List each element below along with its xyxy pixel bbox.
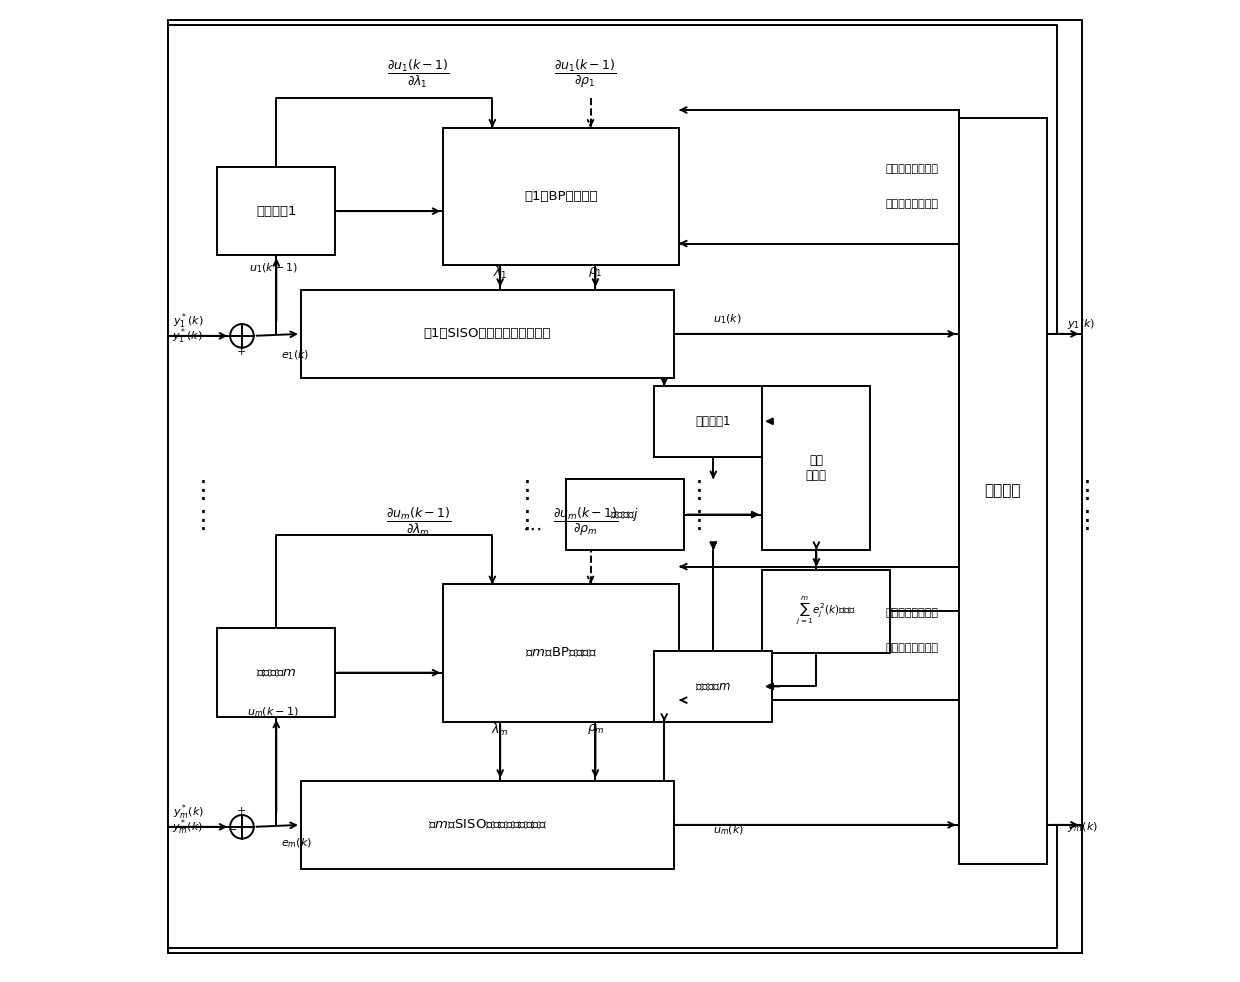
- Bar: [217, 628, 335, 717]
- Bar: [763, 570, 890, 653]
- Text: $\cdots$: $\cdots$: [522, 518, 541, 538]
- Text: 梯度信息$j$: 梯度信息$j$: [610, 506, 640, 523]
- Bar: [655, 651, 773, 722]
- Text: $\dfrac{\partial u_m(k-1)}{\partial \lambda_m}$: $\dfrac{\partial u_m(k-1)}{\partial \lam…: [386, 507, 451, 538]
- Text: $\vdots$: $\vdots$: [686, 509, 702, 532]
- Bar: [443, 128, 680, 265]
- Text: $y_m(k)$: $y_m(k)$: [1066, 820, 1097, 834]
- Text: 更新输出层权系数: 更新输出层权系数: [885, 199, 939, 209]
- Text: $\dfrac{\partial u_1(k-1)}{\partial \rho_1}$: $\dfrac{\partial u_1(k-1)}{\partial \rho…: [554, 58, 618, 89]
- Text: $\dfrac{\partial u_m(k-1)}{\partial \rho_m}$: $\dfrac{\partial u_m(k-1)}{\partial \rho…: [553, 507, 619, 538]
- Text: $u_m(k)$: $u_m(k)$: [713, 823, 744, 837]
- Text: $e_m(k)$: $e_m(k)$: [281, 837, 312, 850]
- Text: $\vdots$: $\vdots$: [513, 509, 529, 532]
- Text: $y_m^*(k)$: $y_m^*(k)$: [172, 817, 203, 837]
- Text: 梯度信息1: 梯度信息1: [696, 414, 732, 428]
- Text: $-$: $-$: [227, 330, 238, 340]
- Text: 更新隐含层权系数: 更新隐含层权系数: [885, 164, 939, 174]
- Text: $\sum_{j=1}^{m}e_j^2(k)$最小化: $\sum_{j=1}^{m}e_j^2(k)$最小化: [796, 595, 857, 627]
- Bar: [301, 781, 675, 869]
- Text: $e_1(k)$: $e_1(k)$: [281, 349, 310, 362]
- Text: $-$: $-$: [227, 823, 238, 833]
- Text: $+$: $+$: [236, 805, 246, 816]
- Text: $y_1^*(k)$: $y_1^*(k)$: [172, 326, 203, 346]
- Text: $\rho_m$: $\rho_m$: [587, 722, 604, 736]
- Text: 偏导信息1: 偏导信息1: [255, 204, 296, 218]
- Text: $\vdots$: $\vdots$: [686, 479, 702, 503]
- Bar: [959, 118, 1047, 864]
- Text: $\rho_1$: $\rho_1$: [588, 265, 603, 279]
- Text: $\vdots$: $\vdots$: [513, 479, 529, 503]
- Text: 更新隐含层权系数: 更新隐含层权系数: [885, 608, 939, 618]
- Text: $u_m(k-1)$: $u_m(k-1)$: [248, 705, 299, 719]
- Text: 偏导信息$m$: 偏导信息$m$: [255, 666, 296, 680]
- Bar: [217, 167, 335, 255]
- Bar: [763, 386, 870, 550]
- Bar: [301, 290, 675, 378]
- Bar: [443, 584, 680, 722]
- Text: $u_1(k)$: $u_1(k)$: [713, 312, 742, 326]
- Bar: [655, 386, 773, 457]
- Text: $y_1(k)$: $y_1(k)$: [1066, 317, 1095, 331]
- Text: 第1个BP神经网络: 第1个BP神经网络: [525, 190, 598, 203]
- Text: $\vdots$: $\vdots$: [1074, 479, 1090, 503]
- Text: $y_1^*(k)$: $y_1^*(k)$: [174, 311, 205, 331]
- Text: 梯度
信息集: 梯度 信息集: [806, 454, 827, 482]
- Text: $y_m^*(k)$: $y_m^*(k)$: [174, 802, 205, 822]
- Text: $\lambda_m$: $\lambda_m$: [491, 722, 510, 737]
- Text: $\lambda_1$: $\lambda_1$: [492, 265, 507, 281]
- Text: $\vdots$: $\vdots$: [190, 509, 206, 532]
- Text: 被控对象: 被控对象: [985, 483, 1022, 499]
- Bar: [565, 479, 683, 550]
- Text: 梯度信息$m$: 梯度信息$m$: [696, 680, 732, 693]
- Text: 第1个SISO紧格式无模型控制器: 第1个SISO紧格式无模型控制器: [424, 327, 551, 341]
- Text: 第$m$个BP神经网络: 第$m$个BP神经网络: [525, 646, 598, 660]
- Text: $\vdots$: $\vdots$: [190, 479, 206, 503]
- Text: $\dfrac{\partial u_1(k-1)}{\partial \lambda_1}$: $\dfrac{\partial u_1(k-1)}{\partial \lam…: [387, 58, 450, 89]
- Text: 更新输出层权系数: 更新输出层权系数: [885, 643, 939, 653]
- Text: 第$m$个SISO紧格式无模型控制器: 第$m$个SISO紧格式无模型控制器: [428, 818, 547, 832]
- Text: $+$: $+$: [236, 346, 246, 356]
- Text: $u_1(k-1)$: $u_1(k-1)$: [249, 261, 298, 275]
- Text: $\vdots$: $\vdots$: [1074, 509, 1090, 532]
